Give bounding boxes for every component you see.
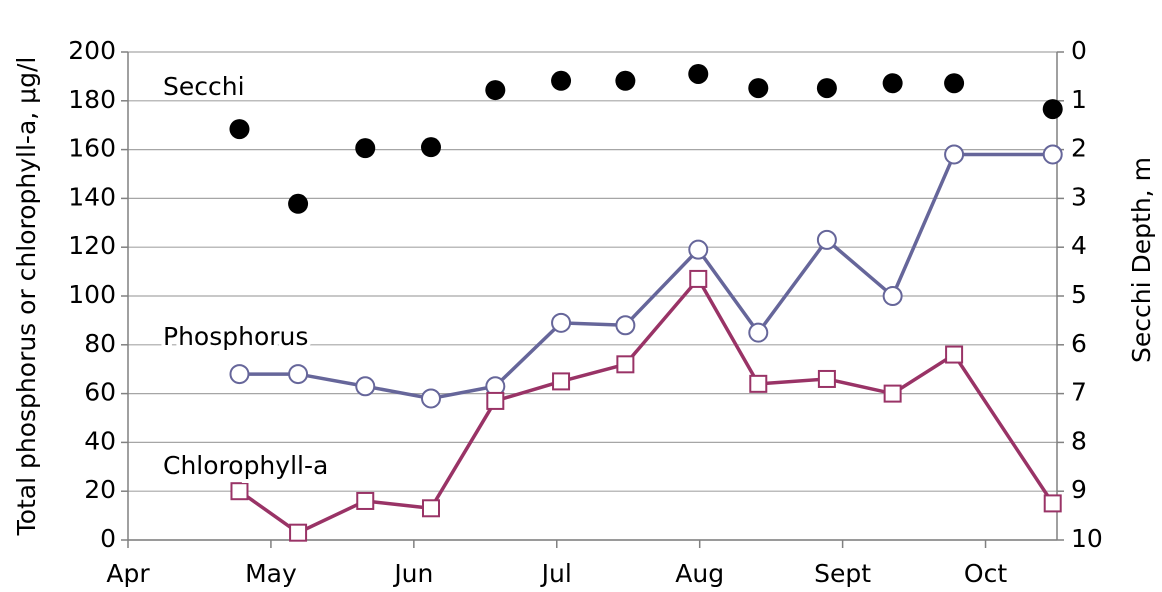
point [1042, 99, 1063, 120]
point [689, 269, 708, 288]
point [552, 372, 571, 391]
point [485, 80, 506, 101]
y2-tick-label: 7 [1071, 378, 1087, 407]
y2-tick-label: 2 [1071, 134, 1087, 163]
point [616, 355, 635, 374]
point [421, 499, 440, 518]
y-tick-label: 20 [84, 475, 116, 504]
series-line [239, 152, 1053, 401]
y-tick-label: 60 [84, 378, 116, 407]
y-axis-label: Total phosphorus or chlorophyll-a, μg/l [12, 57, 41, 537]
x-tick-label: Oct [964, 559, 1007, 588]
y2-tick-label: 6 [1071, 329, 1087, 358]
point [289, 523, 308, 542]
point [1042, 144, 1063, 165]
y2-tick-label: 8 [1071, 426, 1087, 455]
y2-tick-label: 0 [1071, 36, 1087, 65]
series-label: Phosphorus [163, 322, 308, 351]
y-tick-label: 140 [68, 182, 116, 211]
y-tick-label: 120 [68, 231, 116, 260]
y-tick-label: 200 [68, 36, 116, 65]
x-tick-label: Sept [814, 559, 871, 588]
x-tick-label: May [245, 559, 297, 588]
y2-tick-label: 10 [1071, 524, 1103, 553]
y-tick-label: 0 [100, 524, 116, 553]
series-label: Secchi [163, 72, 245, 101]
point [229, 364, 250, 385]
point [288, 193, 309, 214]
y2-tick-label: 5 [1071, 280, 1087, 309]
point [882, 73, 903, 94]
point [355, 376, 376, 397]
x-tick-label: Aug [675, 559, 724, 588]
y-tick-label: 80 [84, 329, 116, 358]
point [486, 391, 505, 410]
point [688, 63, 709, 84]
point [1043, 494, 1062, 513]
point [551, 312, 572, 333]
point [615, 315, 636, 336]
point [288, 364, 309, 385]
y2-tick-label: 4 [1071, 231, 1087, 260]
point [355, 138, 376, 159]
point [420, 137, 441, 158]
point [748, 78, 769, 99]
x-tick-label: Jun [392, 559, 433, 588]
y-tick-label: 40 [84, 426, 116, 455]
point [688, 239, 709, 260]
series-label: Chlorophyll-a [163, 451, 328, 480]
y2-tick-label: 1 [1071, 85, 1087, 114]
y2-tick-label: 3 [1071, 182, 1087, 211]
y-tick-label: 160 [68, 134, 116, 163]
point [883, 384, 902, 403]
point [749, 374, 768, 393]
point [945, 345, 964, 364]
x-tick-label: Jul [540, 559, 572, 588]
y-tick-label: 180 [68, 85, 116, 114]
point [615, 70, 636, 91]
point [420, 388, 441, 409]
point [230, 482, 249, 501]
point [882, 286, 903, 306]
point [944, 73, 965, 94]
y-tick-label: 100 [68, 280, 116, 309]
y2-tick-label: 9 [1071, 475, 1087, 504]
point [817, 369, 836, 388]
point [816, 78, 837, 99]
point [748, 322, 769, 343]
x-tick-label: Apr [106, 559, 150, 588]
point [816, 229, 837, 250]
point [356, 491, 375, 510]
y2-axis-label: Secchi Depth, m [1127, 157, 1156, 363]
point [229, 119, 250, 140]
point [944, 144, 965, 165]
point [551, 70, 572, 91]
